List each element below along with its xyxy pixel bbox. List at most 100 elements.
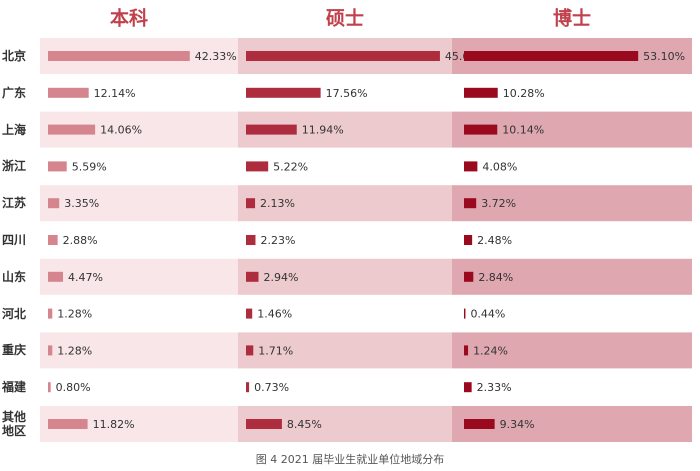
bar bbox=[464, 124, 498, 135]
category-label: 福建 bbox=[2, 372, 30, 402]
value-label: 2.84% bbox=[478, 271, 513, 284]
bar bbox=[464, 198, 477, 209]
category-label: 山东 bbox=[2, 262, 30, 292]
bar bbox=[464, 419, 495, 429]
bar bbox=[464, 308, 466, 319]
chart-title: 本科 bbox=[110, 7, 148, 30]
category-label: 河北 bbox=[2, 299, 30, 329]
bar bbox=[464, 51, 639, 61]
value-label: 10.14% bbox=[502, 124, 544, 137]
value-label: 5.59% bbox=[72, 160, 107, 173]
value-label: 5.22% bbox=[273, 160, 308, 173]
bar bbox=[246, 51, 440, 61]
category-label: 其他地区 bbox=[2, 409, 30, 439]
bar bbox=[246, 198, 256, 209]
bar bbox=[48, 87, 89, 98]
bar bbox=[48, 198, 60, 209]
value-label: 3.35% bbox=[64, 197, 99, 210]
value-label: 17.56% bbox=[326, 87, 368, 100]
value-label: 9.34% bbox=[500, 418, 535, 431]
value-label: 8.45% bbox=[287, 418, 322, 431]
value-label: 2.23% bbox=[260, 234, 295, 247]
bar bbox=[48, 382, 51, 393]
value-label: 1.28% bbox=[57, 344, 92, 357]
row-band bbox=[238, 332, 452, 369]
chart-title: 硕士 bbox=[326, 8, 364, 30]
category-text: 四川 bbox=[2, 233, 27, 247]
bar bbox=[246, 419, 282, 429]
bar bbox=[246, 382, 250, 393]
bar bbox=[48, 419, 88, 429]
category-text: 福建 bbox=[2, 380, 27, 395]
value-label: 12.14% bbox=[94, 87, 136, 100]
value-label: 2.48% bbox=[477, 234, 512, 247]
category-label: 四川 bbox=[2, 225, 30, 255]
row-band bbox=[40, 258, 238, 295]
row-band bbox=[452, 258, 692, 295]
bar bbox=[246, 161, 269, 172]
value-label: 2.13% bbox=[260, 197, 295, 210]
bar bbox=[48, 271, 63, 282]
bar bbox=[464, 235, 473, 245]
row-band bbox=[452, 332, 692, 369]
bar bbox=[464, 271, 474, 282]
bar bbox=[246, 308, 253, 319]
row-band bbox=[40, 185, 238, 222]
category-text: 广东 bbox=[2, 85, 27, 100]
row-band bbox=[238, 258, 452, 295]
value-label: 1.71% bbox=[258, 344, 293, 357]
value-label: 2.94% bbox=[263, 271, 298, 284]
bar bbox=[464, 345, 469, 356]
value-label: 53.10% bbox=[643, 50, 685, 63]
bar bbox=[464, 161, 478, 172]
category-label: 浙江 bbox=[2, 151, 30, 181]
category-text: 河北 bbox=[2, 306, 27, 321]
category-text: 山东 bbox=[2, 269, 27, 284]
bar bbox=[464, 87, 498, 98]
category-text: 上海 bbox=[2, 122, 27, 137]
value-label: 14.06% bbox=[100, 124, 142, 137]
value-label: 4.47% bbox=[68, 271, 103, 284]
chart-title: 博士 bbox=[553, 7, 591, 30]
value-label: 3.72% bbox=[481, 197, 516, 210]
category-text: 重庆 bbox=[2, 343, 27, 358]
bar bbox=[48, 124, 96, 135]
bar bbox=[48, 308, 53, 319]
bar bbox=[48, 345, 53, 356]
value-label: 11.82% bbox=[93, 418, 135, 431]
value-label: 42.33% bbox=[195, 50, 237, 63]
caption: 图 4 2021 届毕业生就业单位地域分布 bbox=[256, 452, 444, 466]
bar bbox=[48, 51, 190, 61]
bar bbox=[246, 87, 321, 98]
category-label: 上海 bbox=[2, 115, 30, 145]
value-label: 10.28% bbox=[503, 87, 545, 100]
category-label: 江苏 bbox=[2, 188, 30, 218]
bar bbox=[246, 124, 297, 135]
row-band bbox=[238, 185, 452, 222]
value-label: 2.33% bbox=[477, 381, 512, 394]
value-label: 0.80% bbox=[56, 381, 91, 394]
bar bbox=[48, 235, 58, 245]
category-label: 北京 bbox=[2, 41, 30, 71]
row-band bbox=[452, 185, 692, 222]
category-label: 广东 bbox=[2, 78, 30, 108]
value-label: 1.46% bbox=[257, 308, 292, 321]
value-label: 0.73% bbox=[254, 381, 289, 394]
value-label: 0.44% bbox=[470, 308, 505, 321]
value-label: 1.24% bbox=[473, 344, 508, 357]
value-label: 2.88% bbox=[63, 234, 98, 247]
category-text: 其他地区 bbox=[2, 410, 27, 438]
category-label: 重庆 bbox=[2, 335, 30, 365]
value-label: 11.94% bbox=[302, 124, 344, 137]
row-band bbox=[40, 332, 238, 369]
category-text: 江苏 bbox=[2, 196, 27, 211]
bar bbox=[246, 271, 259, 282]
value-label: 1.28% bbox=[57, 308, 92, 321]
category-text: 浙江 bbox=[2, 159, 27, 174]
bar bbox=[246, 345, 254, 356]
bar bbox=[246, 235, 256, 245]
category-text: 北京 bbox=[2, 49, 27, 63]
bar bbox=[48, 161, 67, 172]
